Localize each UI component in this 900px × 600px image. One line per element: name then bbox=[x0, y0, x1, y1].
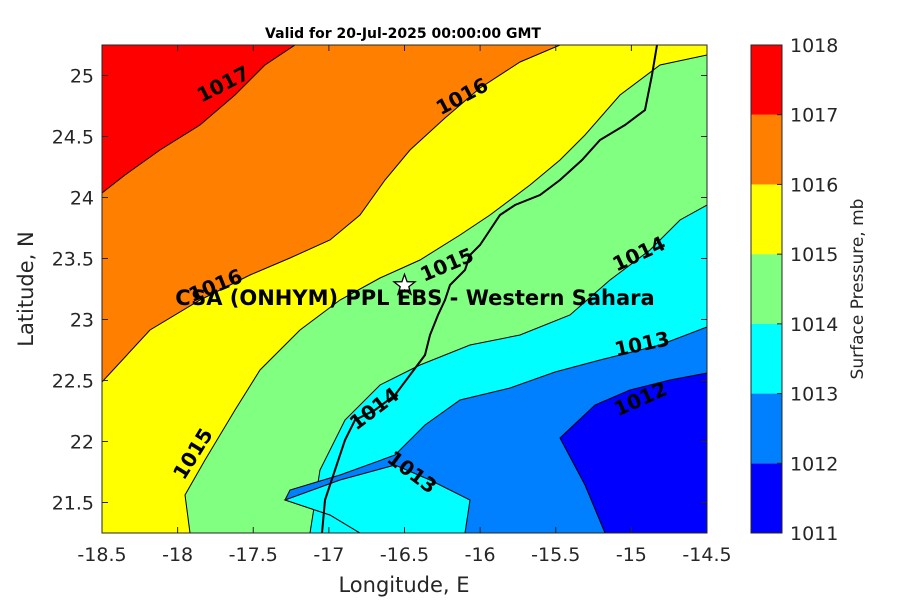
x-tick-label: -17 bbox=[313, 544, 344, 566]
colorbar: 1011 1012 1013 1014 1015 1016 1017 1018 bbox=[750, 35, 838, 545]
y-tick-label: 22 bbox=[70, 432, 94, 454]
y-tick-label: 23.5 bbox=[52, 249, 94, 271]
x-tick-label: -14.5 bbox=[682, 544, 731, 566]
y-tick-label: 22.5 bbox=[52, 371, 94, 393]
y-tick-label: 25 bbox=[70, 66, 94, 88]
y-axis-ticks: 21.5 22 22.5 23 23.5 24 24.5 25 bbox=[52, 66, 707, 515]
x-axis-label: Longitude, E bbox=[338, 573, 469, 597]
colorbar-segment-1017 bbox=[751, 45, 782, 115]
band-1013-pocket bbox=[283, 464, 471, 533]
colorbar-segment-1016 bbox=[751, 114, 782, 185]
y-tick-label: 23 bbox=[70, 310, 94, 332]
x-tick-label: -17.5 bbox=[229, 544, 278, 566]
colorbar-segment-1012 bbox=[751, 393, 782, 464]
coastline bbox=[321, 44, 658, 534]
colorbar-tick-label: 1014 bbox=[790, 314, 838, 336]
x-tick-label: -15 bbox=[616, 544, 647, 566]
site-star-marker bbox=[392, 272, 417, 296]
band-1017-1018 bbox=[102, 45, 296, 194]
y-axis-label: Latitude, N bbox=[14, 231, 38, 347]
colorbar-tick-label: 1015 bbox=[790, 244, 838, 266]
pressure-contour-fill bbox=[102, 44, 707, 534]
y-tick-label: 24 bbox=[70, 188, 94, 210]
band-1011-1012 bbox=[559, 372, 707, 533]
y-tick-label: 24.5 bbox=[52, 127, 94, 149]
colorbar-frame bbox=[750, 44, 783, 534]
colorbar-tick-label: 1013 bbox=[790, 384, 838, 406]
x-tick-label: -16.5 bbox=[380, 544, 429, 566]
colorbar-tick-label: 1012 bbox=[790, 453, 838, 475]
site-marker-group bbox=[392, 272, 417, 296]
colorbar-tick-label: 1018 bbox=[790, 35, 838, 57]
x-axis-ticks: -18.5 -18 -17.5 -17 -16.5 -16 -15.5 -15 -14.5 bbox=[77, 45, 732, 566]
colorbar-label: Surface Pressure, mb bbox=[848, 199, 868, 380]
site-label: CSA (ONHYM) PPL EBS - Western Sahara bbox=[175, 286, 654, 310]
band-1016-1017 bbox=[102, 45, 561, 383]
colorbar-segment-1015 bbox=[751, 184, 782, 255]
y-tick-label: 21.5 bbox=[52, 493, 94, 515]
x-tick-label: -18.5 bbox=[77, 544, 126, 566]
colorbar-tick-label: 1017 bbox=[790, 105, 838, 127]
colorbar-tick-label: 1016 bbox=[790, 174, 838, 196]
x-tick-label: -15.5 bbox=[531, 544, 580, 566]
colorbar-segment-1011 bbox=[751, 463, 782, 533]
x-tick-label: -18 bbox=[162, 544, 193, 566]
x-tick-label: -16 bbox=[465, 544, 496, 566]
colorbar-segment-1014 bbox=[751, 254, 782, 324]
colorbar-segment-1013 bbox=[751, 323, 782, 394]
figure-title: Valid for 20-Jul-2025 00:00:00 GMT bbox=[265, 26, 541, 42]
colorbar-tick-label: 1011 bbox=[790, 523, 838, 545]
